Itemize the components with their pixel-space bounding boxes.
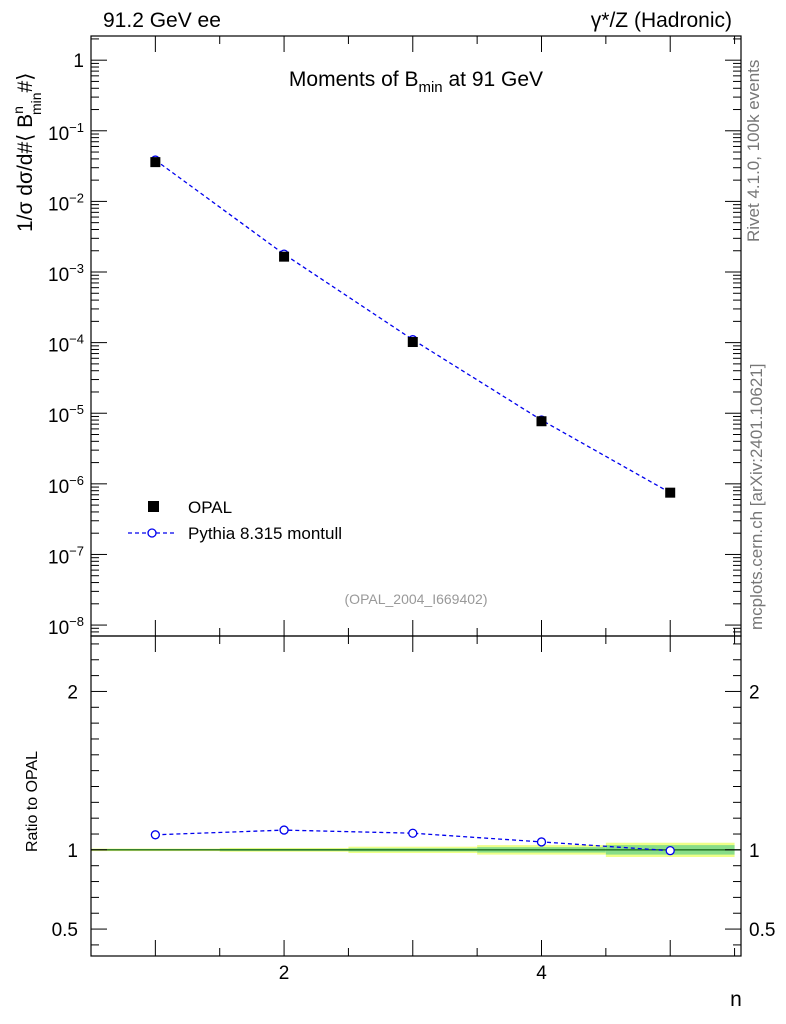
main-y-tick-label: 1 (73, 51, 84, 72)
main-y-tick-label: 10−5 (48, 402, 84, 427)
main-panel: Moments of Bmin at 91 GeV 1/σ dσ/d#⟨ Bn m… (10, 35, 742, 639)
header-right-label: γ*/Z (Hadronic) (590, 9, 732, 32)
opal-point (150, 157, 161, 168)
ratio-y-tick-labels: 0.5 0.5 1 1 2 2 (52, 682, 776, 941)
opal-point (536, 416, 547, 427)
header-left-label: 91.2 GeV ee (103, 9, 221, 32)
main-y-tick-label: 10−8 (48, 614, 84, 639)
pythia-markers-ratio (150, 825, 675, 856)
legend-opal-label: OPAL (188, 498, 232, 517)
pythia-ratio-point (408, 828, 418, 838)
ratio-y-tick-label-right: 1 (749, 841, 760, 862)
opal-markers-main (150, 157, 676, 498)
main-y-tick-label: 10−3 (48, 261, 84, 286)
pythia-ratio-point (665, 846, 675, 856)
main-y-tick-label: 10−7 (48, 543, 84, 568)
main-y-tick-label: 10−6 (48, 473, 84, 498)
ratio-plot-frame (90, 635, 742, 957)
ratio-y-axis-label: Ratio to OPAL (24, 751, 41, 852)
x-tick-label: 2 (279, 963, 290, 984)
analysis-watermark: (OPAL_2004_I669402) (345, 591, 488, 607)
ratio-y-tick-label: 0.5 (52, 920, 78, 941)
main-y-tick-label: 10−2 (48, 190, 84, 215)
legend-opal-marker (148, 501, 159, 512)
main-y-axis-label: 1/σ dσ/d#⟨ Bn min#⟩ (10, 73, 44, 232)
ratio-y-tick-label: 2 (67, 682, 78, 703)
ratio-y-tick-label-right: 2 (749, 682, 760, 703)
legend: OPAL Pythia 8.315 montull (128, 498, 342, 543)
ratio-y-tick-label: 1 (67, 841, 78, 862)
pythia-ratio-point (279, 825, 289, 835)
x-axis-label: n (730, 988, 742, 1011)
main-plot-frame (90, 35, 742, 637)
main-y-tick-label: 10−4 (48, 332, 84, 357)
legend-pythia-marker (147, 528, 157, 538)
legend-pythia-label: Pythia 8.315 montull (188, 524, 342, 543)
x-tick-label: 4 (536, 963, 547, 984)
ratio-y-tick-label-right: 0.5 (749, 920, 775, 941)
pythia-ratio-point (150, 830, 161, 840)
pythia-ratio-point (536, 837, 547, 847)
pythia-markers-main (150, 155, 675, 498)
ratio-axis-ticks (91, 636, 741, 956)
main-y-tick-label: 10−1 (48, 120, 84, 145)
main-plot-title: Moments of Bmin at 91 GeV (289, 68, 543, 96)
pythia-line-ratio (155, 829, 671, 852)
opal-point (279, 251, 290, 262)
opal-point (665, 487, 676, 498)
main-axis-ticks (91, 36, 741, 637)
opal-point (407, 337, 418, 348)
pythia-line-main (155, 159, 671, 494)
main-y-tick-labels: 1 10−1 10−2 10−3 10−4 10−5 10−6 10−7 10−8 (48, 51, 84, 639)
